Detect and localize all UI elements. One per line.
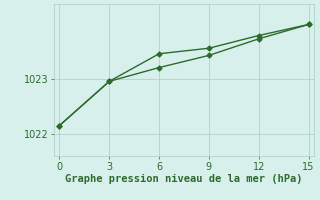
X-axis label: Graphe pression niveau de la mer (hPa): Graphe pression niveau de la mer (hPa) xyxy=(65,174,303,184)
